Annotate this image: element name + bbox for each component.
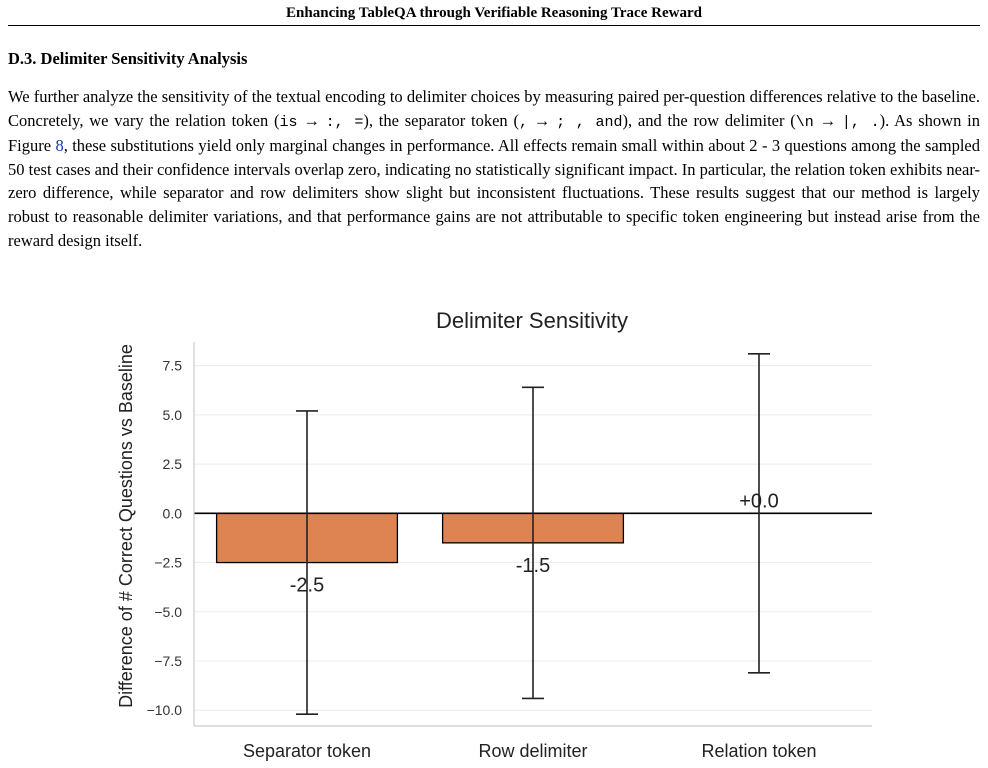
code-token: , [518,113,528,131]
chart-title: Delimiter Sensitivity [436,308,628,333]
y-tick-label: −5.0 [154,604,182,620]
y-tick-label: −10.0 [147,702,183,718]
section-heading: D.3. Delimiter Sensitivity Analysis [8,49,247,69]
y-tick-labels: 7.5 5.0 2.5 0.0 −2.5 −5.0 −7.5 −10.0 [147,358,183,719]
y-tick-label: 0.0 [163,505,183,521]
x-tick-label: Relation token [701,741,816,761]
code-token: ; , and [556,113,623,131]
text-segment: ), the separator token ( [363,110,519,130]
y-tick-label: 7.5 [163,358,183,374]
x-tick-label: Row delimiter [478,741,587,761]
header-rule [8,25,980,26]
bar-value-label: +0.0 [739,490,778,512]
code-token: |, . [841,113,880,131]
running-head: Enhancing TableQA through Verifiable Rea… [286,5,702,21]
y-tick-label: −7.5 [154,653,182,669]
y-tick-label: 5.0 [163,407,183,423]
arrow-glyph: → [813,110,842,130]
y-axis-label: Difference of # Correct Questions vs Bas… [116,344,136,708]
code-token: is [279,113,298,131]
text-segment: We further analyze the sensitivity of th… [8,87,980,130]
error-bars [296,353,770,715]
code-token: :, = [325,113,364,131]
text-segment: , these substitutions yield only margina… [8,136,980,250]
arrow-glyph: → [297,110,326,130]
section-number: D.3. [8,49,37,68]
bars [215,512,625,564]
bar-value-labels: -2.5 -1.5 +0.0 [290,490,779,596]
axes [193,342,872,727]
code-token: \n [795,113,814,131]
delimiter-sensitivity-chart: Delimiter Sensitivity -2.5 -1.5 +0.0 7.5 5.… [116,308,872,761]
body-paragraph: We further analyze the sensitivity of th… [8,85,980,252]
text-segment: ). As shown in Figure [8,110,980,156]
y-tick-label: 2.5 [163,456,183,472]
text-segment: ), and the row delimiter ( [622,110,796,130]
x-tick-label: Separator token [243,741,371,761]
figure-reference-link[interactable]: 8 [55,136,64,156]
bar-value-label: -1.5 [516,555,550,577]
y-tick-label: −2.5 [154,555,182,571]
bar-value-label: -2.5 [290,575,324,597]
section-title: Delimiter Sensitivity Analysis [40,49,248,68]
arrow-glyph: → [527,110,557,130]
x-tick-labels: Separator token Row delimiter Relation tok… [243,741,817,761]
